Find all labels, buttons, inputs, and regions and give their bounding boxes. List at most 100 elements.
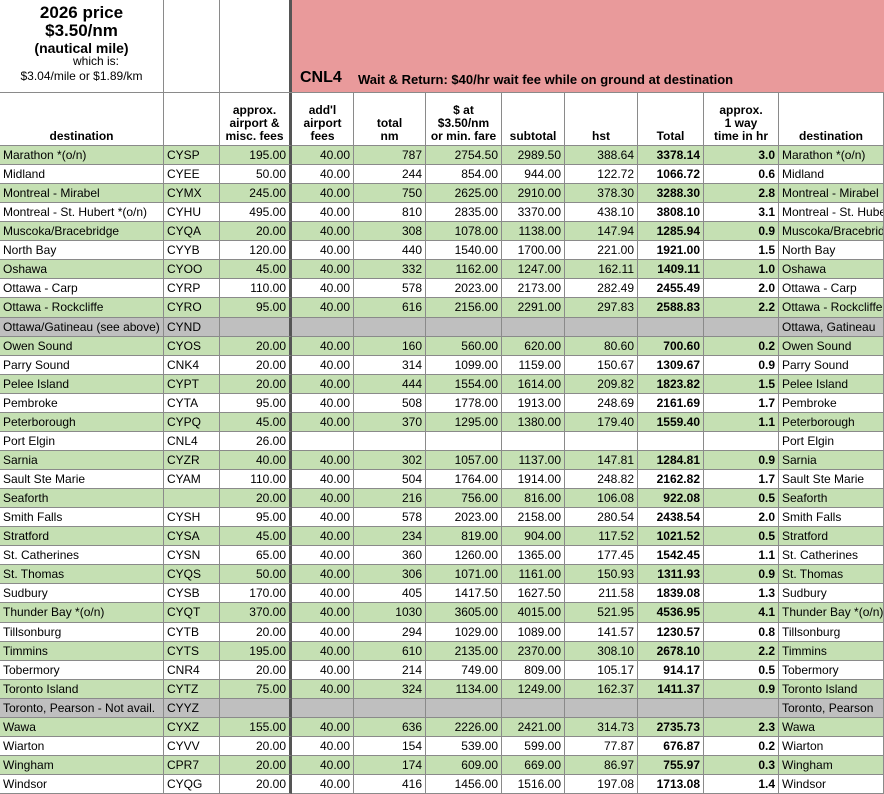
table-cell: 1309.67 <box>638 356 704 375</box>
table-cell: 1.7 <box>704 394 779 413</box>
table-cell: St. Thomas <box>0 565 164 584</box>
table-cell: Tillsonburg <box>779 623 884 642</box>
table-cell: Marathon *(o/n) <box>779 146 884 165</box>
table-cell <box>220 318 292 337</box>
table-cell: 120.00 <box>220 241 292 260</box>
table-cell: 50.00 <box>220 165 292 184</box>
table-cell: 3605.00 <box>426 603 502 623</box>
table-cell: 95.00 <box>220 298 292 318</box>
table-cell: 0.3 <box>704 756 779 775</box>
table-cell: 245.00 <box>220 184 292 203</box>
table-cell: St. Catherines <box>0 546 164 565</box>
table-cell: 117.52 <box>565 527 638 546</box>
table-cell <box>354 432 426 451</box>
table-cell: 110.00 <box>220 279 292 298</box>
table-cell: Stratford <box>0 527 164 546</box>
table-cell: 244 <box>354 165 426 184</box>
table-cell: 110.00 <box>220 470 292 489</box>
table-cell: 195.00 <box>220 146 292 165</box>
table-cell: 302 <box>354 451 426 470</box>
table-cell: 636 <box>354 718 426 737</box>
table-cell: 40.00 <box>292 375 354 394</box>
table-cell: 750 <box>354 184 426 203</box>
table-cell: CYPQ <box>164 413 220 432</box>
table-cell: 221.00 <box>565 241 638 260</box>
table-cell <box>426 699 502 718</box>
table-cell: 105.17 <box>565 661 638 680</box>
column-header: approx. airport & misc. fees <box>220 93 292 146</box>
table-cell: 676.87 <box>638 737 704 756</box>
table-cell: 922.08 <box>638 489 704 508</box>
table-cell: Owen Sound <box>779 337 884 356</box>
table-cell: Tobermory <box>0 661 164 680</box>
table-cell: 914.17 <box>638 661 704 680</box>
table-cell: 1099.00 <box>426 356 502 375</box>
table-cell: Seaforth <box>0 489 164 508</box>
table-cell: CYTA <box>164 394 220 413</box>
table-cell: 40.00 <box>292 489 354 508</box>
table-cell: CYSN <box>164 546 220 565</box>
conversion: $3.04/mile or $1.89/km <box>20 68 143 83</box>
table-cell: 4015.00 <box>502 603 565 623</box>
table-cell: 1700.00 <box>502 241 565 260</box>
table-cell: Parry Sound <box>0 356 164 375</box>
table-cell: 40.00 <box>292 184 354 203</box>
table-cell: Tobermory <box>779 661 884 680</box>
table-cell: 20.00 <box>220 489 292 508</box>
table-cell: 1409.11 <box>638 260 704 279</box>
table-cell: Peterborough <box>0 413 164 432</box>
table-cell: 1230.57 <box>638 623 704 642</box>
table-cell: CYZR <box>164 451 220 470</box>
table-cell: CYRO <box>164 298 220 318</box>
table-cell: 1284.81 <box>638 451 704 470</box>
table-cell: 40.00 <box>292 756 354 775</box>
table-cell: Wiarton <box>779 737 884 756</box>
table-cell: CYSB <box>164 584 220 603</box>
table-cell <box>704 432 779 451</box>
table-cell: Sault Ste Marie <box>0 470 164 489</box>
table-cell: 40.00 <box>292 565 354 584</box>
table-cell: CYRP <box>164 279 220 298</box>
table-cell: Pelee Island <box>0 375 164 394</box>
table-cell: 45.00 <box>220 413 292 432</box>
table-cell: 810 <box>354 203 426 222</box>
table-cell: Toronto Island <box>0 680 164 699</box>
table-cell: Wawa <box>0 718 164 737</box>
table-cell: North Bay <box>0 241 164 260</box>
table-cell: 20.00 <box>220 737 292 756</box>
table-cell: CYTZ <box>164 680 220 699</box>
table-cell: 77.87 <box>565 737 638 756</box>
table-cell: 1089.00 <box>502 623 565 642</box>
table-cell: CYYB <box>164 241 220 260</box>
table-cell: CYOS <box>164 337 220 356</box>
table-cell: 20.00 <box>220 375 292 394</box>
table-cell <box>502 699 565 718</box>
column-header: Total <box>638 93 704 146</box>
table-cell: 40.00 <box>292 337 354 356</box>
table-cell: 1627.50 <box>502 584 565 603</box>
table-cell: CYSP <box>164 146 220 165</box>
table-cell: 162.11 <box>565 260 638 279</box>
table-cell: 40.00 <box>292 642 354 661</box>
table-cell: 904.00 <box>502 527 565 546</box>
table-cell: North Bay <box>779 241 884 260</box>
table-cell: 0.5 <box>704 489 779 508</box>
table-cell: 370 <box>354 413 426 432</box>
table-cell: 65.00 <box>220 546 292 565</box>
table-cell: Wingham <box>0 756 164 775</box>
table-cell: 440 <box>354 241 426 260</box>
table-cell: 1.4 <box>704 775 779 794</box>
table-cell: 308 <box>354 222 426 241</box>
table-cell: 174 <box>354 756 426 775</box>
table-cell: 578 <box>354 279 426 298</box>
table-cell: 40.00 <box>292 394 354 413</box>
table-cell: Windsor <box>0 775 164 794</box>
table-cell: 0.8 <box>704 623 779 642</box>
table-cell: 40.00 <box>292 260 354 279</box>
table-cell: Toronto Island <box>779 680 884 699</box>
table-cell: 756.00 <box>426 489 502 508</box>
table-cell: 147.94 <box>565 222 638 241</box>
table-cell: 1138.00 <box>502 222 565 241</box>
table-cell: 162.37 <box>565 680 638 699</box>
table-cell: CYVV <box>164 737 220 756</box>
